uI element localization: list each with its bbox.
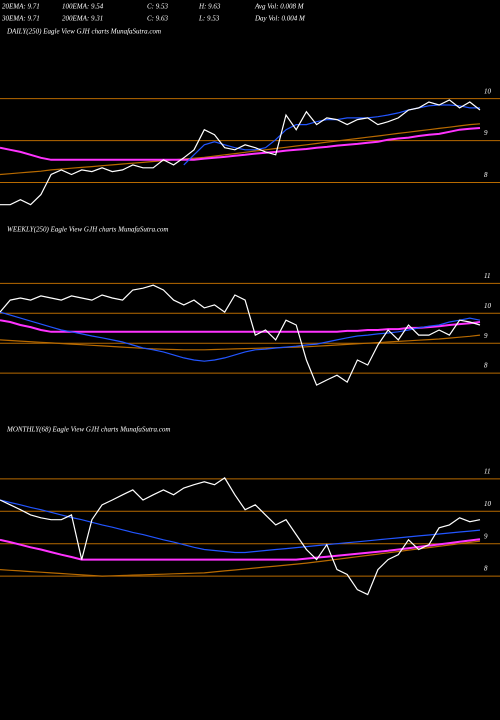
header-stat: H: 9.63 <box>198 3 221 11</box>
price-line <box>0 538 481 561</box>
panel-title: MONTHLY(68) Eagle View GJH charts Munafa… <box>6 426 170 434</box>
price-line <box>0 334 481 351</box>
y-tick-label: 10 <box>484 302 492 310</box>
price-line <box>0 319 481 333</box>
price-line <box>0 477 481 596</box>
y-tick-label: 8 <box>484 362 488 370</box>
header-stat: 20EMA: 9.71 <box>2 3 40 11</box>
y-tick-label: 10 <box>484 87 492 95</box>
y-tick-label: 9 <box>484 532 488 540</box>
header-stat: L: 9.53 <box>198 15 220 23</box>
header-stat: C: 9.63 <box>147 15 169 23</box>
header-stat: 200EMA: 9.31 <box>62 15 103 23</box>
price-line <box>0 127 481 161</box>
header-stat: 100EMA: 9.54 <box>62 3 104 11</box>
price-line <box>183 104 480 166</box>
header-stat: Avg Vol: 0.008 M <box>254 3 305 11</box>
price-line <box>0 499 481 554</box>
y-tick-label: 11 <box>484 272 490 280</box>
y-tick-label: 8 <box>484 171 488 179</box>
price-line <box>0 123 481 176</box>
header-stat: Day Vol: 0.004 M <box>254 15 306 23</box>
y-tick-label: 10 <box>484 500 492 508</box>
y-tick-label: 9 <box>484 332 488 340</box>
price-line <box>0 99 481 206</box>
panel-title: WEEKLY(250) Eagle View GJH charts Munafa… <box>7 226 169 234</box>
panel-title: DAILY(250) Eagle View GJH charts MunafaS… <box>6 28 161 36</box>
y-tick-label: 9 <box>484 129 488 137</box>
price-line <box>0 311 481 362</box>
y-tick-label: 11 <box>484 467 490 475</box>
header-stat: 30EMA: 9.71 <box>1 15 40 23</box>
y-tick-label: 8 <box>484 565 488 573</box>
header-stat: C: 9.53 <box>147 3 169 11</box>
price-line <box>0 284 481 386</box>
